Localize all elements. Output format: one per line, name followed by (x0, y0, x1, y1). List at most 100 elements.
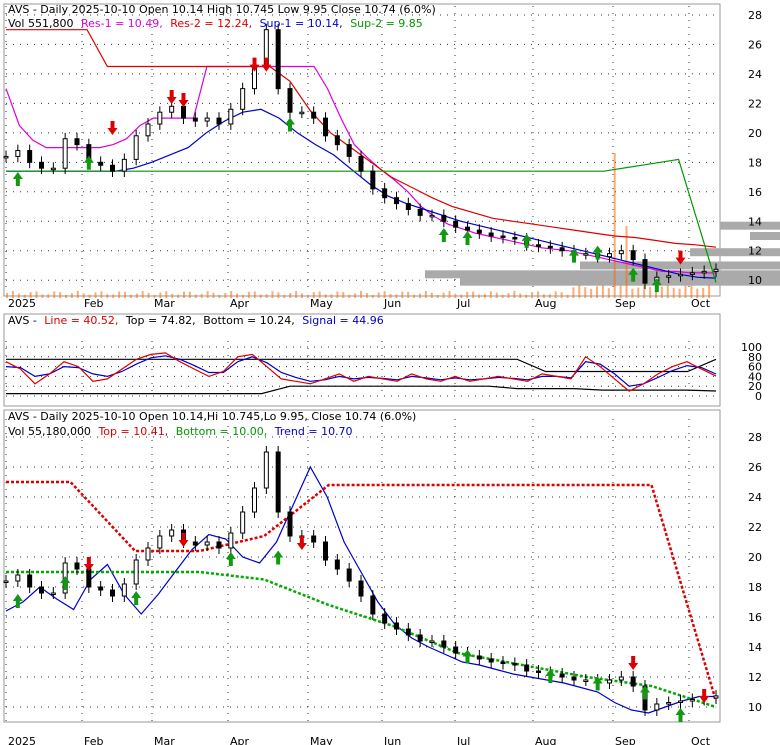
y-tick-label: 14 (748, 215, 762, 228)
candle-body (3, 580, 9, 583)
volume-bar (454, 293, 457, 298)
volume-bar (230, 291, 233, 298)
volume-bar (82, 293, 85, 298)
x-label: Jun (383, 297, 401, 310)
bottom-trend: Trend = 10.70 (274, 425, 353, 438)
x-label: Oct (691, 297, 711, 310)
x-label: Sep (615, 297, 636, 310)
y-tick-label: 80 (748, 351, 762, 364)
volume-bar (436, 294, 439, 298)
y-tick-label: 28 (748, 431, 762, 444)
candle-body (559, 247, 565, 252)
volume-bar (306, 294, 309, 298)
candle-body (536, 670, 541, 673)
top-res2: Res-2 = 12.24, (170, 17, 252, 30)
volume-bar (601, 285, 604, 298)
volume-bar (342, 292, 345, 298)
candle-body (74, 562, 80, 570)
candle-body (62, 138, 68, 169)
mid-signal: Signal = 44.96 (302, 314, 384, 327)
y-tick-label: 20 (748, 380, 762, 393)
volume-bar (666, 285, 669, 298)
volume-bar (531, 292, 534, 298)
up-arrow (273, 550, 284, 565)
up-arrow (569, 248, 579, 263)
signal-arrows (12, 57, 710, 722)
up-arrow (12, 594, 23, 608)
candle-body (240, 511, 246, 534)
volume-bar (684, 285, 687, 298)
volume-bar (188, 291, 191, 298)
candle-body (417, 634, 423, 642)
down-arrow (166, 90, 177, 104)
candle-body (536, 244, 541, 247)
y-tick-label: 26 (748, 461, 762, 474)
candle-body (204, 541, 210, 546)
candle-body (74, 138, 80, 146)
top-vol: Vol 551,800 (8, 17, 73, 30)
volume-bar (224, 292, 227, 298)
candle-body (323, 541, 328, 561)
mid-name: AVS - (8, 314, 37, 327)
candle-body (275, 451, 281, 513)
volume-bar (354, 293, 357, 298)
volume-bar (649, 286, 652, 298)
candles (3, 23, 719, 716)
volume-bar (17, 293, 20, 298)
up-arrow (592, 245, 603, 260)
volume-bar (194, 294, 197, 298)
up-arrow (12, 172, 23, 186)
candle-body (133, 135, 139, 160)
volume-bar (548, 294, 551, 298)
volume-bar (312, 292, 315, 298)
mid-bottom: Bottom = 10.24, (203, 314, 295, 327)
bottom-panel-frame (3, 409, 721, 723)
volume-bar (100, 291, 103, 298)
volume-bar (330, 294, 333, 298)
candle-body (334, 559, 340, 570)
candle-body (98, 161, 104, 166)
candle-body (476, 655, 482, 660)
x-label: Aug (535, 735, 556, 745)
candle-body (382, 613, 388, 624)
volume-bar (295, 291, 298, 298)
volume-bar (206, 291, 209, 298)
volume-bar (389, 294, 392, 298)
candle-body (607, 253, 612, 258)
volume-bar (590, 288, 593, 298)
volume-bar (678, 288, 681, 298)
down-arrow (628, 656, 639, 670)
volume-bar (265, 294, 268, 298)
volume-bar (413, 294, 416, 298)
x-label: Apr (230, 297, 250, 310)
candle-body (3, 155, 9, 159)
volume-bar (88, 294, 91, 298)
volume-bar (519, 293, 522, 298)
candle-body (27, 574, 33, 588)
candle-body (228, 532, 234, 549)
volume-bar (124, 291, 126, 298)
x-label: Feb (84, 735, 103, 745)
up-arrow (592, 676, 603, 691)
volume-bar (141, 291, 144, 298)
y-tick-label: 24 (748, 491, 762, 504)
volume-bar (478, 294, 480, 298)
volume-bar (572, 287, 575, 298)
candle-body (157, 111, 163, 125)
down-arrow (261, 57, 272, 72)
candle-body (204, 117, 210, 122)
x-label: May (310, 735, 333, 745)
candle-body (15, 150, 21, 157)
volume-bar (6, 293, 8, 298)
candle-body (252, 487, 257, 513)
candle-body (512, 663, 518, 666)
candle-body (323, 117, 328, 137)
candle-body (110, 164, 115, 172)
top-sup2: Sup-2 = 9.85 (350, 17, 423, 30)
candle-body (465, 226, 470, 231)
volume-bar (200, 293, 203, 298)
candle-body (346, 144, 352, 157)
candle-body (86, 568, 92, 588)
candle-body (133, 559, 139, 585)
volume-bar (348, 294, 351, 298)
